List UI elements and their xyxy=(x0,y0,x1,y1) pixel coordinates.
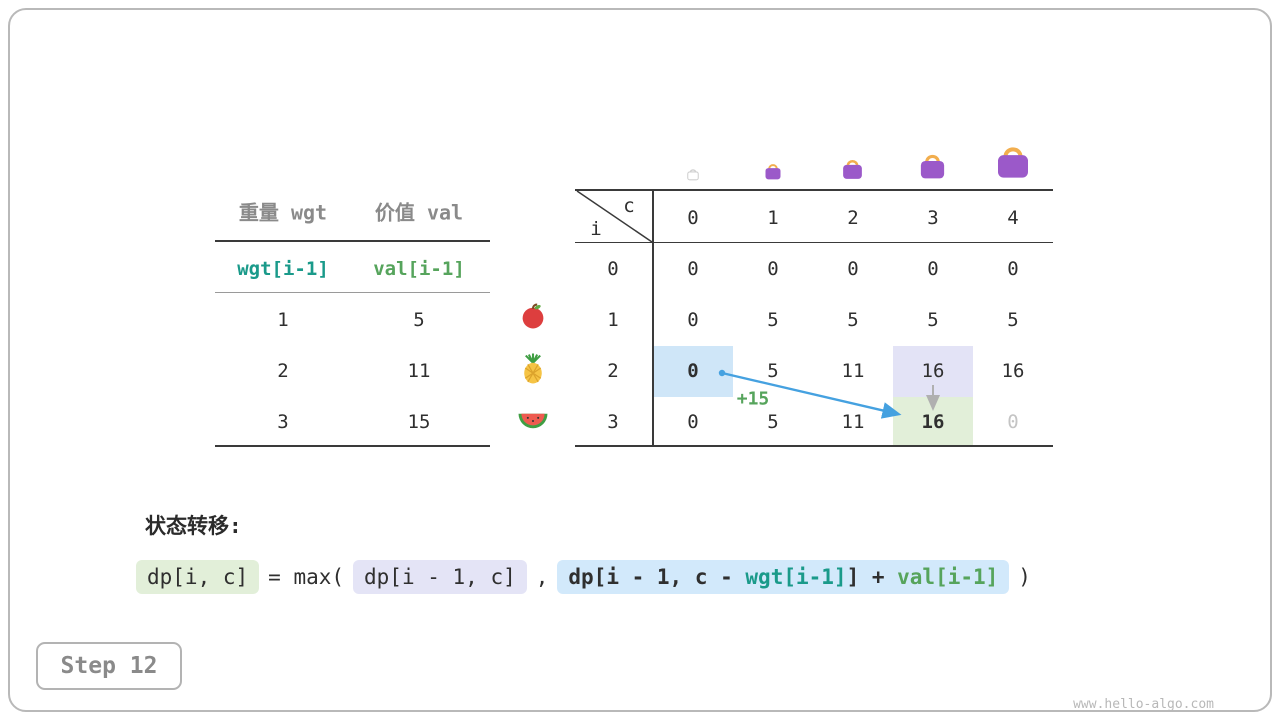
dp-cell-source-lavender: 16 xyxy=(921,360,945,382)
state-transition-formula: dp[i, c] = max( dp[i - 1, c] , dp[i - 1,… xyxy=(136,560,1031,594)
dp-cell-source-blue: 0 xyxy=(687,360,699,382)
watermark: www.hello-algo.com xyxy=(1073,697,1214,712)
dp-cell: 11 xyxy=(841,411,865,433)
dp-cell: 0 xyxy=(687,309,699,331)
items-table-header-rule xyxy=(215,240,490,242)
items-table-bottom-rule xyxy=(215,445,490,447)
formula-closing-paren: ) xyxy=(1018,565,1031,589)
items-weight-header: 重量 wgt xyxy=(238,200,328,225)
dp-cell: 11 xyxy=(841,360,865,382)
items-var-value: val[i-1] xyxy=(373,258,465,280)
dp-table-vertical-rule xyxy=(652,189,654,447)
bag-icon-medium xyxy=(840,156,865,181)
figure-border xyxy=(8,8,1272,712)
formula-lhs: dp[i, c] xyxy=(136,560,260,594)
dp-cell: 0 xyxy=(767,258,779,280)
dp-col-header: 4 xyxy=(1007,207,1019,229)
bag-icon-large xyxy=(917,150,948,181)
dp-col-header: 0 xyxy=(687,207,699,229)
item-weight: 3 xyxy=(277,411,289,433)
dp-cell: 0 xyxy=(927,258,939,280)
items-var-weight: wgt[i-1] xyxy=(237,258,329,280)
dp-cell: 0 xyxy=(847,258,859,280)
dp-cell: 0 xyxy=(687,258,699,280)
formula-arg2-wgt: wgt[i-1] xyxy=(745,565,847,589)
items-value-header: 价值 val xyxy=(374,200,464,225)
watermelon-icon xyxy=(518,411,549,432)
formula-separator: , xyxy=(535,565,549,589)
formula-arg2-val: val[i-1] xyxy=(897,565,999,589)
dp-row-label: 3 xyxy=(607,411,619,433)
dp-cell: 5 xyxy=(767,360,779,382)
dp-axis-row-label: i xyxy=(590,218,602,240)
dp-row-label: 0 xyxy=(607,258,619,280)
dp-cell: 5 xyxy=(927,309,939,331)
dp-cell: 5 xyxy=(767,411,779,433)
state-transition-label: 状态转移: xyxy=(145,514,242,538)
dp-cell: 5 xyxy=(767,309,779,331)
transition-value-label: +15 xyxy=(736,388,770,410)
item-value: 11 xyxy=(407,360,431,382)
dp-axis-col-label: c xyxy=(623,195,635,217)
dp-cell: 0 xyxy=(687,411,699,433)
apple-icon xyxy=(520,303,547,330)
formula-arg2: dp[i - 1, c - wgt[i-1]] + val[i-1] xyxy=(557,560,1010,594)
bag-icon-empty xyxy=(686,167,700,181)
step-badge: Step 12 xyxy=(36,642,182,690)
item-value: 5 xyxy=(413,309,425,331)
formula-equals-max: = max( xyxy=(268,565,345,589)
dp-table-bottom-rule xyxy=(575,445,1053,447)
formula-arg2-prefix: dp[i - 1, c - xyxy=(568,565,746,589)
dp-col-header: 1 xyxy=(767,207,779,229)
formula-arg1: dp[i - 1, c] xyxy=(353,560,527,594)
item-weight: 1 xyxy=(277,309,289,331)
item-value: 15 xyxy=(407,411,431,433)
dp-cell: 5 xyxy=(1007,309,1019,331)
formula-arg2-mid: ] + xyxy=(846,565,898,589)
bag-icon-xlarge xyxy=(993,141,1033,181)
dp-col-header: 3 xyxy=(927,207,939,229)
dp-cell-current: 16 xyxy=(921,411,945,433)
bag-icon-small xyxy=(763,161,783,181)
dp-table-top-rule xyxy=(575,189,1053,191)
dp-cell: 0 xyxy=(1007,258,1019,280)
dp-col-header: 2 xyxy=(847,207,859,229)
items-table-mid-rule xyxy=(215,292,490,293)
pineapple-icon xyxy=(521,353,546,385)
dp-table-header-rule xyxy=(575,242,1053,243)
item-weight: 2 xyxy=(277,360,289,382)
dp-cell: 16 xyxy=(1001,360,1025,382)
dp-cell-pending: 0 xyxy=(1007,411,1019,433)
dp-row-label: 2 xyxy=(607,360,619,382)
dp-row-label: 1 xyxy=(607,309,619,331)
dp-cell: 5 xyxy=(847,309,859,331)
